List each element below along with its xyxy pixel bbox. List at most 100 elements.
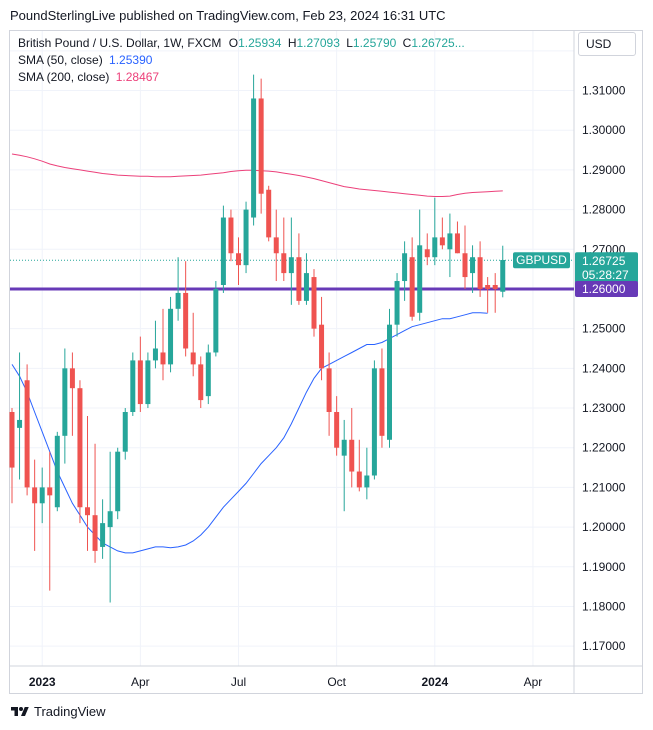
price-tick-label: 1.24000 bbox=[582, 361, 626, 375]
gridlines bbox=[10, 31, 574, 666]
candle-body bbox=[417, 245, 423, 313]
candle-body bbox=[251, 98, 257, 218]
chart-frame bbox=[9, 30, 643, 694]
legend-symbol-row: British Pound / U.S. Dollar, 1W, FXCM O1… bbox=[18, 36, 465, 50]
candle-body bbox=[77, 388, 83, 508]
candle-series bbox=[9, 74, 506, 603]
candle-body bbox=[137, 360, 143, 405]
candle-body bbox=[205, 352, 211, 397]
candle-body bbox=[39, 487, 45, 504]
footer-brand-text: TradingView bbox=[34, 704, 106, 719]
candle-body bbox=[160, 352, 166, 365]
candle-body bbox=[439, 237, 445, 246]
price-tick-label: 1.22000 bbox=[582, 441, 626, 455]
level-tag-bg bbox=[575, 280, 638, 297]
time-tick-label: Oct bbox=[327, 675, 346, 689]
legend-sma50-label: SMA (50, close) bbox=[18, 53, 103, 67]
legend-sma50-value: 1.25390 bbox=[109, 53, 153, 67]
candle-body bbox=[281, 253, 287, 274]
candle-body bbox=[24, 380, 30, 488]
candle-body bbox=[115, 451, 121, 512]
candle-body bbox=[145, 360, 151, 405]
legend-low-value: 1.25790 bbox=[352, 36, 397, 50]
time-tick-label: 2023 bbox=[29, 675, 56, 689]
candle-body bbox=[371, 368, 377, 476]
sma200-line bbox=[11, 153, 503, 197]
legend-open-label: O bbox=[228, 36, 239, 50]
candle-body bbox=[85, 507, 90, 516]
candle-body bbox=[432, 237, 438, 258]
candle-body bbox=[462, 253, 468, 278]
candle-body bbox=[326, 368, 332, 412]
price-tick-label: 1.17000 bbox=[582, 639, 626, 653]
candle-body bbox=[409, 257, 415, 317]
candle-body bbox=[485, 285, 491, 289]
candle-body bbox=[379, 368, 385, 436]
candle-body bbox=[311, 277, 317, 329]
candle-body bbox=[122, 412, 128, 452]
legend-high-value: 1.27093 bbox=[296, 36, 340, 50]
candle-body bbox=[54, 435, 60, 508]
candle-body bbox=[273, 237, 279, 254]
time-tick-label: Apr bbox=[524, 675, 543, 689]
price-tick-label: 1.21000 bbox=[582, 480, 626, 494]
candle-body bbox=[220, 217, 226, 285]
last-price-tag-text: 1.26725 bbox=[582, 254, 626, 268]
candle-body bbox=[349, 439, 355, 472]
candle-body bbox=[364, 475, 370, 488]
attribution-text: PoundSterlingLive published on TradingVi… bbox=[10, 8, 446, 23]
candle-body bbox=[334, 412, 340, 448]
currency-button[interactable]: USD bbox=[578, 32, 636, 56]
candle-body bbox=[69, 368, 75, 389]
candle-body bbox=[258, 98, 264, 194]
time-axis[interactable]: 2023 Apr Jul Oct 2024 Apr bbox=[10, 665, 642, 689]
legend-open-value: 1.25934 bbox=[238, 36, 282, 50]
candle-body bbox=[341, 439, 347, 456]
legend-symbol[interactable]: British Pound / U.S. Dollar, 1W, FXCM bbox=[18, 36, 222, 50]
legend-sma200-value: 1.28467 bbox=[115, 70, 160, 84]
price-tick-label: 1.29000 bbox=[582, 163, 626, 177]
price-tick-label: 1.25000 bbox=[582, 322, 626, 336]
legend-high-label: H bbox=[287, 36, 297, 50]
legend-sma50-row[interactable]: SMA (50, close) 1.25390 bbox=[18, 53, 152, 67]
candle-body bbox=[470, 257, 476, 274]
legend-low-label: L bbox=[346, 36, 353, 50]
candle-body bbox=[500, 259, 506, 292]
candle-body bbox=[296, 257, 302, 301]
candle-body bbox=[213, 288, 219, 353]
candle-body bbox=[319, 324, 325, 369]
time-tick-label: Apr bbox=[131, 675, 150, 689]
symbol-tag-bg bbox=[513, 252, 570, 269]
legend-close-label: C bbox=[402, 36, 412, 50]
candle-body bbox=[130, 360, 136, 412]
sma50-series bbox=[11, 312, 488, 554]
candle-body bbox=[356, 471, 362, 488]
countdown-text: 05:28:27 bbox=[582, 268, 629, 282]
symbol-tag-text: GBPUSD bbox=[516, 253, 567, 267]
candle-body bbox=[447, 233, 453, 250]
candle-body bbox=[198, 364, 204, 401]
candle-body bbox=[92, 515, 98, 551]
candle-body bbox=[387, 324, 392, 440]
candle-body bbox=[424, 249, 430, 258]
candle-body bbox=[168, 308, 174, 365]
footer-brand[interactable]: TradingView bbox=[10, 704, 106, 719]
candle-body bbox=[47, 487, 53, 496]
legend-sma200-row[interactable]: SMA (200, close) 1.28467 bbox=[18, 70, 159, 84]
candle-body bbox=[492, 285, 498, 289]
sma200-series bbox=[11, 153, 503, 197]
candle-body bbox=[477, 257, 483, 289]
candle-body bbox=[17, 419, 23, 428]
sma50-line bbox=[11, 312, 488, 554]
candle-body bbox=[183, 292, 189, 349]
candle-body bbox=[32, 487, 38, 504]
level-tag-text: 1.26000 bbox=[582, 282, 626, 296]
time-tick-label: Jul bbox=[231, 675, 246, 689]
candle-body bbox=[107, 511, 113, 528]
tradingview-logo-icon bbox=[11, 706, 29, 716]
price-axis[interactable]: 1.17000 1.18000 1.19000 1.20000 1.21000 1.220… bbox=[573, 31, 626, 694]
candle-body bbox=[288, 257, 294, 274]
last-price-tag-bg bbox=[575, 252, 638, 284]
